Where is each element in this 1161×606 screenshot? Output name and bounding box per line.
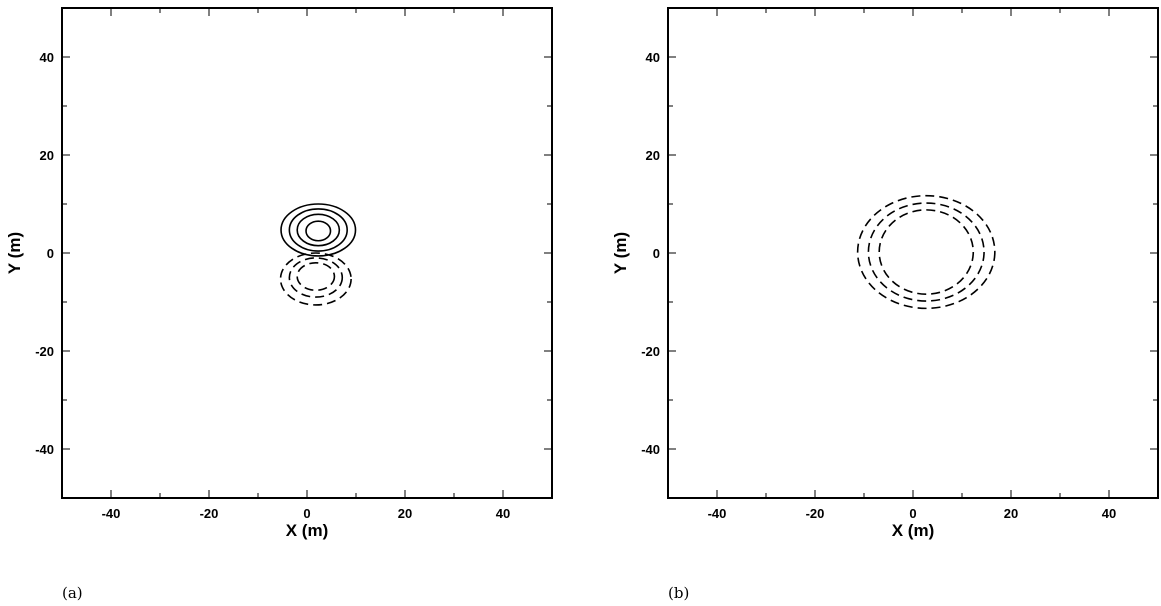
y-tick-label: 20 bbox=[40, 148, 54, 163]
y-axis-title: Y (m) bbox=[5, 232, 24, 274]
y-tick-label: 0 bbox=[47, 246, 54, 261]
contour-line-4 bbox=[305, 220, 332, 242]
x-tick-label: -40 bbox=[708, 506, 727, 521]
x-tick-label: -40 bbox=[102, 506, 121, 521]
x-axis-title: X (m) bbox=[892, 521, 935, 540]
y-tick-label: 40 bbox=[40, 50, 54, 65]
contour-line-3 bbox=[878, 209, 975, 295]
y-tick-label: -40 bbox=[641, 442, 660, 457]
x-tick-label: -20 bbox=[806, 506, 825, 521]
x-tick-label: -20 bbox=[200, 506, 219, 521]
contour-line-5 bbox=[279, 252, 352, 306]
x-axis-title: X (m) bbox=[286, 521, 329, 540]
plot-frame bbox=[667, 7, 1159, 499]
contour-line-1 bbox=[856, 194, 996, 310]
contour-line-7 bbox=[296, 261, 336, 292]
contour-line-2 bbox=[867, 202, 985, 302]
y-tick-label: -20 bbox=[641, 344, 660, 359]
panel-a: -40 -20 0 20 40 40 20 0 -20 -40 X (m) Y (m) (a) bbox=[5, 7, 553, 602]
contour-line-3 bbox=[296, 213, 341, 247]
x-tick-label: 20 bbox=[398, 506, 412, 521]
y-axis-title: Y (m) bbox=[611, 232, 630, 274]
contour-line-6 bbox=[288, 257, 344, 298]
plot-frame bbox=[61, 7, 553, 499]
contour-line-1 bbox=[280, 203, 357, 257]
y-tick-label: -40 bbox=[35, 442, 54, 457]
panel-label: (a) bbox=[62, 584, 83, 602]
y-tick-label: 20 bbox=[646, 148, 660, 163]
panel-b: -40 -20 0 20 40 40 20 0 -20 -40 X (m) Y (m) (b) bbox=[611, 7, 1159, 602]
y-tick-label: -20 bbox=[35, 344, 54, 359]
y-tick-label: 40 bbox=[646, 50, 660, 65]
x-tick-label: 40 bbox=[496, 506, 510, 521]
panel-label: (b) bbox=[668, 584, 689, 602]
x-tick-label: 0 bbox=[303, 506, 310, 521]
x-tick-label: 20 bbox=[1004, 506, 1018, 521]
x-tick-label: 40 bbox=[1102, 506, 1116, 521]
x-tick-label: 0 bbox=[909, 506, 916, 521]
contour-line-2 bbox=[288, 208, 348, 252]
y-tick-label: 0 bbox=[653, 246, 660, 261]
